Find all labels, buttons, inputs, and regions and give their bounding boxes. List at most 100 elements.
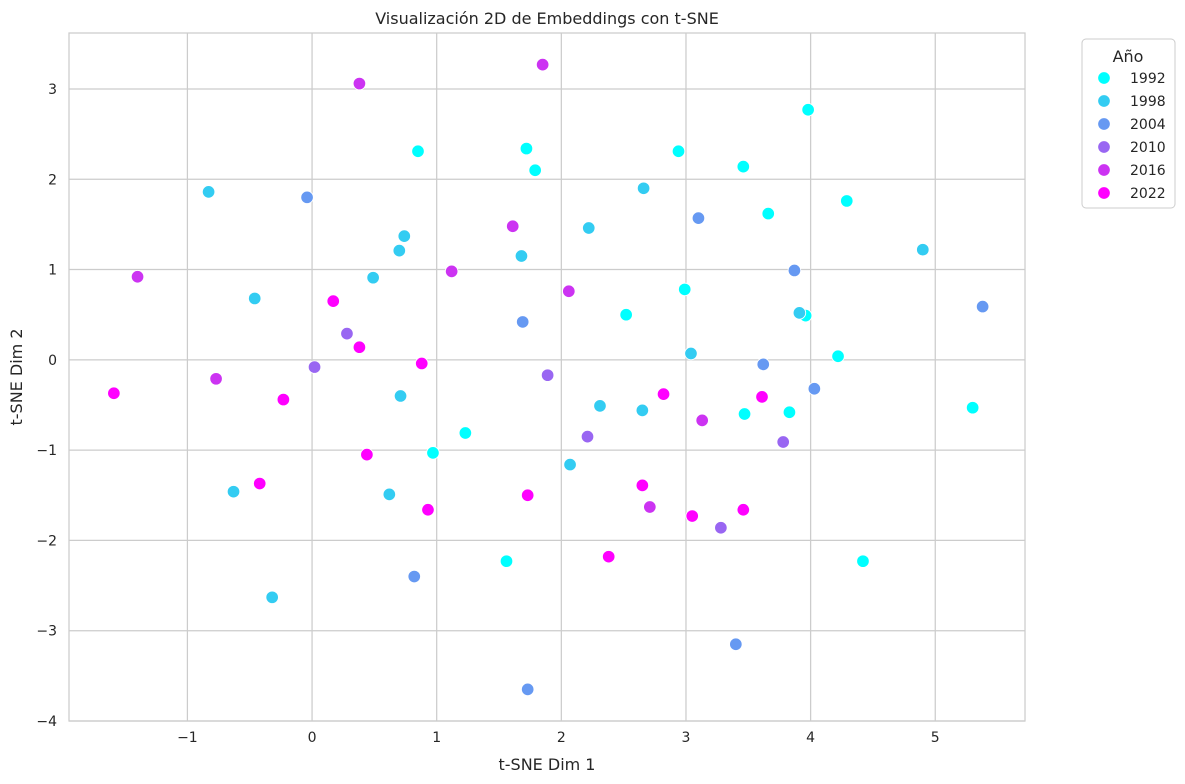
data-point xyxy=(916,242,930,257)
data-point xyxy=(540,368,555,382)
data-point xyxy=(505,219,520,233)
data-point xyxy=(643,500,657,514)
data-point xyxy=(619,307,633,322)
data-point xyxy=(975,299,990,314)
data-point xyxy=(514,249,529,263)
data-point xyxy=(392,243,407,258)
data-point xyxy=(411,144,425,159)
data-point xyxy=(519,141,534,156)
legend-label: 1998 xyxy=(1130,94,1166,110)
data-point xyxy=(562,284,576,298)
y-tick-label: 0 xyxy=(48,353,57,369)
data-point xyxy=(515,315,530,329)
data-point xyxy=(965,400,980,415)
series-1992 xyxy=(411,102,980,568)
data-point xyxy=(801,102,815,117)
data-point xyxy=(209,372,223,386)
data-point xyxy=(326,294,340,308)
series-2004 xyxy=(300,190,990,697)
data-point xyxy=(130,270,145,284)
data-point xyxy=(421,502,435,517)
data-point xyxy=(782,405,797,419)
data-point xyxy=(352,340,367,354)
data-point xyxy=(737,407,752,421)
data-point xyxy=(656,387,671,401)
data-point xyxy=(635,403,650,418)
x-tick-label: 5 xyxy=(931,730,940,746)
plot-frame xyxy=(68,32,1026,722)
y-axis-title: t-SNE Dim 2 xyxy=(7,329,26,426)
legend-label: 2004 xyxy=(1130,117,1166,133)
x-tick-label: −1 xyxy=(177,730,198,746)
y-tick-label: 1 xyxy=(48,263,57,279)
data-point xyxy=(691,211,706,225)
x-tick-label: 4 xyxy=(806,730,815,746)
data-point xyxy=(107,386,121,401)
data-point xyxy=(458,426,473,440)
y-tick-label: 2 xyxy=(48,172,57,188)
data-point xyxy=(807,381,822,396)
x-tick-label: 0 xyxy=(308,730,317,746)
x-tick-label: 2 xyxy=(557,730,566,746)
data-point xyxy=(677,282,692,297)
data-point xyxy=(247,291,262,306)
y-tick-label: −1 xyxy=(36,443,57,459)
legend-title: Año xyxy=(1113,47,1144,66)
data-point xyxy=(776,435,790,449)
data-point xyxy=(444,264,459,279)
data-point xyxy=(340,326,354,341)
data-point xyxy=(276,392,291,407)
y-tick-label: −2 xyxy=(36,533,57,549)
legend: Año 1992 1998 2004 2010 2016 2022 xyxy=(1081,38,1176,209)
data-point xyxy=(226,484,241,499)
legend-marker xyxy=(1097,163,1111,177)
legend-label: 1992 xyxy=(1130,71,1166,87)
data-point xyxy=(535,57,550,72)
data-point xyxy=(792,306,807,320)
legend-marker xyxy=(1097,71,1111,85)
data-point xyxy=(580,429,595,444)
data-point xyxy=(635,478,650,493)
x-tick-label: 3 xyxy=(682,730,691,746)
data-point xyxy=(684,346,698,361)
data-point xyxy=(563,457,577,472)
data-point xyxy=(695,413,709,428)
y-tick-label: −4 xyxy=(36,714,57,730)
data-point xyxy=(671,144,686,159)
data-point xyxy=(840,194,854,208)
data-point xyxy=(601,549,616,564)
data-point xyxy=(300,190,314,205)
x-axis-title: t-SNE Dim 1 xyxy=(499,755,596,774)
series-1998 xyxy=(201,181,930,605)
data-point xyxy=(201,185,216,199)
legend-marker xyxy=(1097,117,1111,131)
data-point xyxy=(407,569,422,584)
x-tick-label: 1 xyxy=(432,730,441,746)
data-point xyxy=(426,446,440,460)
data-point xyxy=(736,159,751,174)
data-point xyxy=(265,590,279,605)
data-point xyxy=(593,399,607,413)
chart-title: Visualización 2D de Embeddings con t-SNE xyxy=(375,9,719,28)
data-point xyxy=(787,263,802,278)
data-point xyxy=(520,488,535,503)
data-point xyxy=(397,229,412,243)
data-point xyxy=(520,682,535,697)
data-point xyxy=(714,521,728,535)
legend-label: 2010 xyxy=(1130,140,1166,156)
tick-labels: −1 0 1 2 3 4 5 −4 −3 −2 −1 0 1 2 3 xyxy=(36,82,939,746)
data-point xyxy=(393,389,408,403)
data-point xyxy=(582,221,596,235)
data-points xyxy=(107,57,990,697)
data-point xyxy=(352,76,367,91)
data-point xyxy=(755,390,769,404)
data-point xyxy=(685,509,699,523)
legend-marker xyxy=(1097,140,1111,154)
data-point xyxy=(252,476,267,491)
legend-marker xyxy=(1097,186,1111,200)
data-point xyxy=(856,554,870,568)
data-point xyxy=(528,163,542,177)
data-point xyxy=(414,356,429,371)
data-point xyxy=(736,502,751,517)
